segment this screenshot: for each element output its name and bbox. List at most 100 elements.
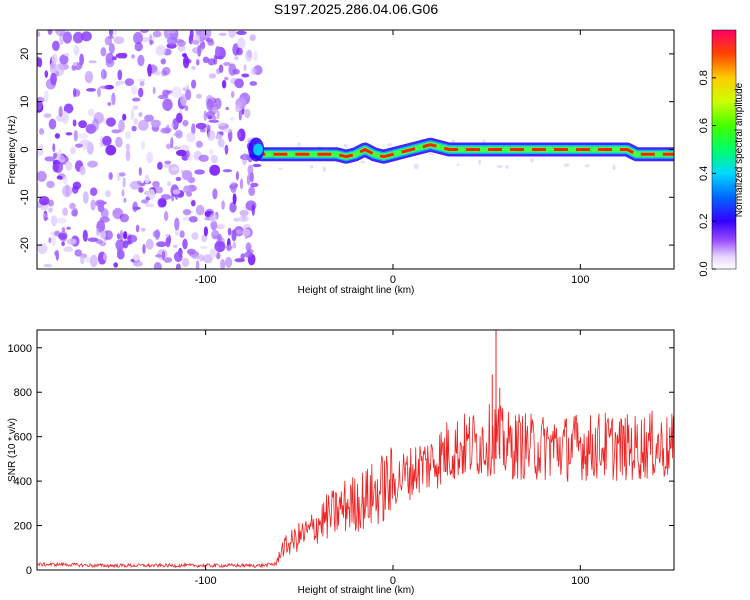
noise-speckle: [252, 163, 262, 168]
noise-speckle: [229, 201, 237, 213]
noise-speckle: [144, 114, 154, 123]
noise-speckle: [119, 213, 129, 223]
snr-x-tick-label: -100: [195, 575, 217, 587]
noise-speckle: [73, 31, 84, 44]
noise-speckle: [61, 241, 65, 246]
colorbar-axis: 0.0 0.2 0.4 0.6 0.8: [698, 70, 716, 277]
spectrogram-x-axis: -100 0 100: [195, 30, 590, 286]
noise-speckle: [186, 150, 190, 158]
noise-speckle: [52, 40, 60, 51]
noise-speckle: [175, 149, 187, 157]
snr-x-label: Height of straight line (km): [298, 585, 415, 596]
noise-speckle: [100, 231, 107, 239]
noise-speckle: [222, 169, 233, 173]
snr-line: [37, 403, 674, 569]
snr-y-tick-label: 200: [14, 521, 32, 533]
snr-x-tick-label: 0: [390, 575, 396, 587]
noise-speckle: [250, 67, 257, 76]
noise-speckle: [167, 235, 172, 245]
noise-speckle: [138, 187, 144, 193]
noise-speckle: [209, 164, 221, 176]
noise-speckle: [175, 263, 181, 269]
colorbar-tick-label: 0.8: [698, 70, 710, 85]
noise-speckle: [111, 92, 116, 106]
noise-speckle: [212, 188, 218, 200]
noise-speckle: [38, 196, 50, 206]
noise-speckle: [99, 85, 110, 90]
signal-track-core: [251, 143, 674, 159]
noise-speckle: [103, 252, 107, 261]
noise-speckle: [73, 87, 77, 98]
noise-speckle: [122, 113, 127, 121]
colorbar-gradient: [711, 29, 737, 270]
noise-speckle: [132, 201, 138, 213]
noise-speckle: [248, 186, 256, 197]
noise-speckle: [310, 164, 314, 169]
snr-x-tick-label: 100: [571, 575, 589, 587]
noise-speckle: [48, 207, 53, 213]
noise-speckle: [100, 208, 109, 219]
noise-speckle: [230, 117, 235, 121]
noise-speckle: [216, 121, 226, 127]
noise-speckle: [150, 119, 161, 128]
noise-speckle: [225, 256, 233, 268]
noise-speckle: [200, 245, 208, 249]
noise-speckle: [155, 45, 166, 56]
spectrogram-y-tick-label: -20: [19, 237, 31, 253]
spectrogram-y-axis: -20 -10 0 10 20: [19, 48, 674, 253]
noise-speckle: [117, 69, 123, 81]
snr-y-tick-label: 0: [26, 565, 32, 577]
noise-speckle: [191, 79, 197, 89]
noise-speckle: [37, 56, 41, 67]
noise-speckle: [228, 30, 237, 39]
noise-speckle: [237, 37, 246, 49]
noise-speckle: [97, 87, 101, 98]
noise-speckle: [174, 38, 184, 44]
noise-speckle: [105, 144, 117, 156]
noise-speckle: [165, 143, 172, 150]
noise-speckle: [55, 249, 59, 261]
noise-speckle: [74, 249, 82, 257]
noise-speckle: [70, 146, 76, 155]
noise-speckle: [167, 181, 172, 187]
noise-speckle: [161, 127, 172, 134]
noise-speckle: [144, 203, 155, 208]
noise-speckle: [155, 254, 163, 258]
noise-speckle: [227, 227, 232, 236]
noise-speckle: [297, 142, 301, 147]
noise-speckle: [216, 110, 220, 120]
noise-speckle: [216, 252, 221, 260]
noise-speckle: [82, 229, 88, 242]
noise-speckle: [47, 30, 53, 35]
noise-speckle: [56, 175, 63, 180]
noise-speckle: [218, 32, 227, 37]
noise-speckle: [134, 42, 143, 52]
noise-speckle: [79, 53, 84, 66]
noise-speckle: [100, 47, 107, 57]
noise-speckle: [106, 117, 116, 127]
spectrogram-y-tick-label: 20: [19, 48, 31, 60]
noise-speckle: [456, 163, 460, 167]
noise-speckle: [38, 144, 44, 156]
noise-speckle: [238, 109, 242, 121]
noise-speckle: [182, 87, 187, 92]
spectrogram-y-tick-label: -10: [19, 189, 31, 205]
noise-speckle: [124, 130, 132, 140]
noise-speckle: [80, 255, 85, 265]
noise-speckle: [138, 119, 149, 131]
colorbar: 0.0 0.2 0.4 0.6 0.8 Normalized spectral ampl…: [698, 29, 745, 277]
noise-speckle: [191, 255, 200, 260]
noise-speckle: [147, 63, 152, 77]
noise-speckle: [164, 160, 172, 165]
noise-speckle: [51, 53, 58, 65]
noise-speckle: [125, 143, 131, 151]
noise-speckle: [107, 102, 112, 106]
noise-speckle: [387, 143, 393, 147]
noise-speckle: [209, 101, 219, 115]
noise-speckle: [236, 30, 247, 35]
noise-speckle: [207, 58, 216, 66]
noise-speckle: [191, 66, 196, 70]
noise-speckle: [209, 248, 218, 258]
noise-speckle: [79, 165, 86, 176]
noise-speckle: [170, 123, 174, 128]
